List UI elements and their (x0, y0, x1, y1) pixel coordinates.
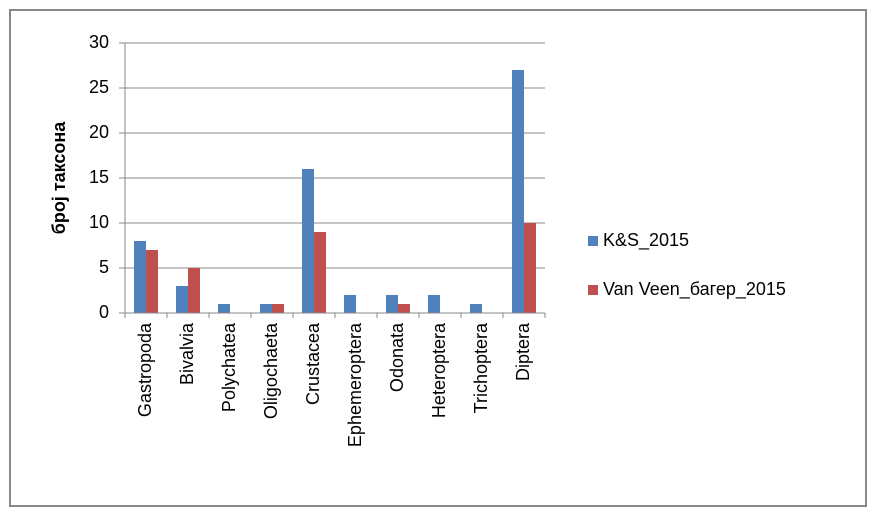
y-tick-label: 30 (89, 32, 109, 52)
x-tick-label: Bivalvia (177, 322, 197, 385)
bar (272, 304, 284, 313)
bar (260, 304, 272, 313)
x-tick-label: Polychatea (219, 322, 239, 412)
bar (524, 223, 536, 313)
bar (134, 241, 146, 313)
bar (146, 250, 158, 313)
y-tick-label: 10 (89, 212, 109, 232)
y-tick-label: 15 (89, 167, 109, 187)
y-axis-label: број таксона (49, 121, 69, 235)
x-tick-label: Diptera (513, 322, 533, 381)
bar (398, 304, 410, 313)
bar (176, 286, 188, 313)
bar (386, 295, 398, 313)
y-tick-label: 0 (99, 302, 109, 322)
x-tick-label: Gastropoda (135, 322, 155, 417)
x-tick-label: Ephemeroptera (345, 322, 365, 447)
x-tick-label: Trichoptera (471, 322, 491, 413)
bar (470, 304, 482, 313)
x-tick-label: Oligochaeta (261, 322, 281, 419)
bar (218, 304, 230, 313)
bar (302, 169, 314, 313)
bar (428, 295, 440, 313)
y-tick-label: 20 (89, 122, 109, 142)
x-tick-label: Crustacea (303, 322, 323, 405)
bar (512, 70, 524, 313)
legend-swatch (588, 285, 598, 295)
y-tick-label: 25 (89, 77, 109, 97)
bar (188, 268, 200, 313)
bar (314, 232, 326, 313)
legend-label: Van Veen_багер_2015 (603, 279, 786, 300)
legend-swatch (588, 236, 598, 246)
x-tick-label: Odonata (387, 322, 407, 392)
x-tick-label: Heteroptera (429, 322, 449, 418)
y-tick-label: 5 (99, 257, 109, 277)
bar (344, 295, 356, 313)
legend-label: K&S_2015 (603, 230, 689, 251)
